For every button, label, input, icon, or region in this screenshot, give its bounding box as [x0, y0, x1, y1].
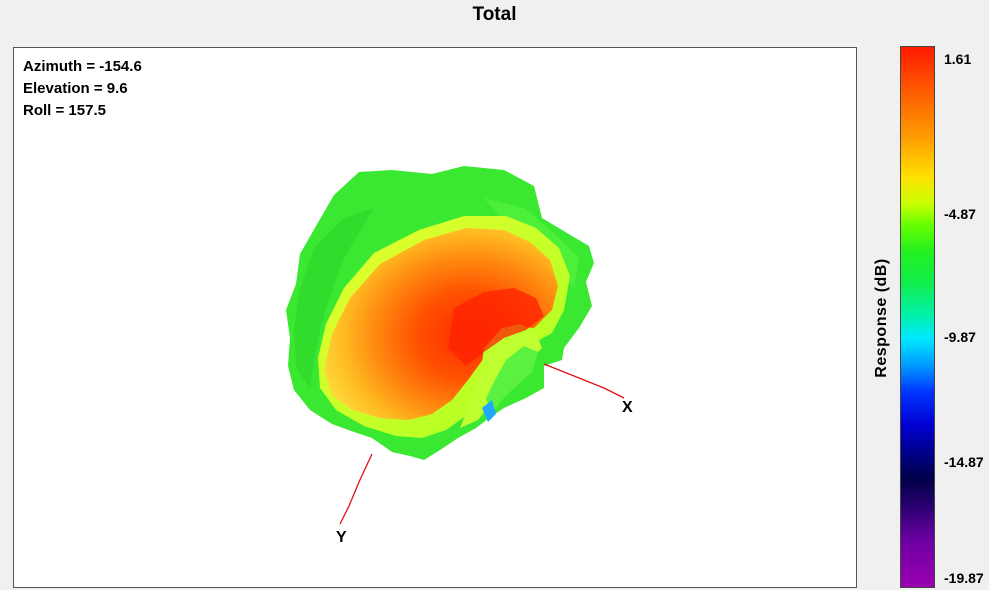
colorbar-tick-max: 1.61 [944, 51, 972, 67]
x-axis-label: X [622, 399, 633, 416]
colorbar-label: Response (dB) [873, 258, 890, 378]
plot-area[interactable]: X Y Azimuth = -154.6 Elevation = 9.6 Rol… [13, 47, 857, 588]
y-axis-label: Y [336, 529, 347, 546]
inner-lip-green [486, 346, 538, 414]
colorbar-tick-3: -9.87 [944, 329, 976, 345]
colorbar-tick-2: -4.87 [944, 206, 976, 222]
main-lobe [324, 228, 558, 420]
roll-value: Roll = 157.5 [23, 102, 106, 119]
green-shade [294, 208, 374, 388]
azimuth-value: Azimuth = -154.6 [23, 58, 142, 75]
hotspot [448, 288, 544, 366]
blue-patch [482, 400, 496, 422]
colorbar-tick-min: -19.87 [944, 570, 984, 586]
colorbar-tick-4: -14.87 [944, 454, 984, 470]
colorbar [900, 46, 935, 588]
x-axis-line [543, 363, 625, 399]
y-axis-line [339, 453, 373, 525]
chart-title: Total [472, 4, 517, 25]
orientation-readout: Azimuth = -154.6 Elevation = 9.6 Roll = … [23, 56, 142, 122]
elevation-value: Elevation = 9.6 [23, 80, 128, 97]
pattern-3d-plot: X Y [286, 166, 633, 546]
